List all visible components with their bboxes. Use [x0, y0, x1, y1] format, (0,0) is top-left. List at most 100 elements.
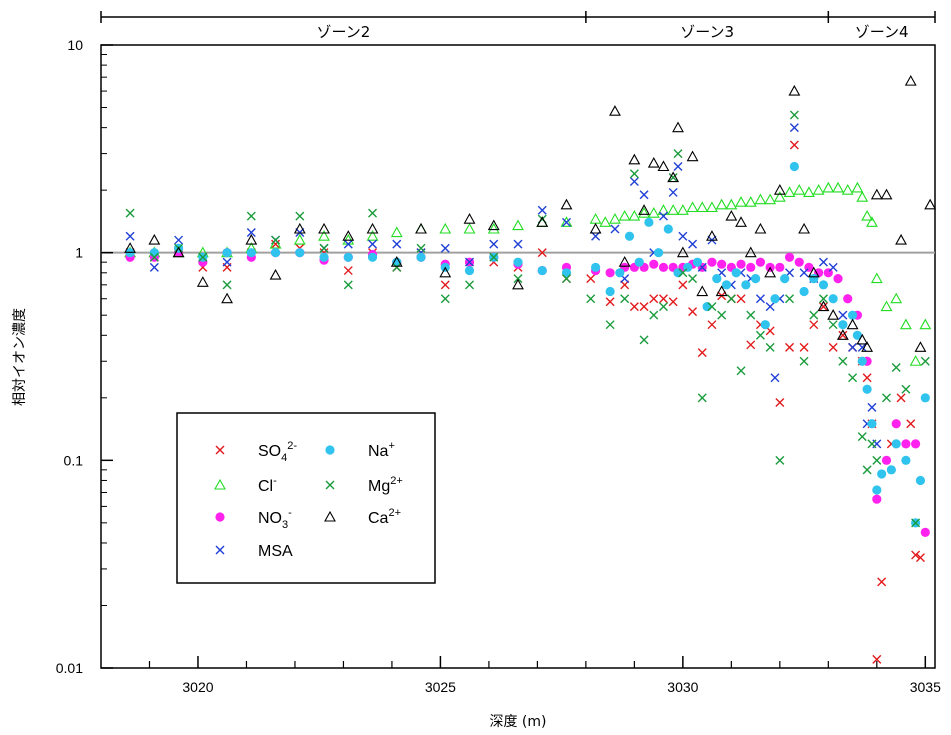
data-point: [783, 186, 796, 197]
data-point: [857, 432, 867, 442]
marker-stroke: [537, 205, 547, 215]
data-point: [882, 393, 892, 403]
marker-stroke: [862, 373, 872, 383]
data-point: [755, 294, 765, 304]
data-point: [439, 222, 452, 234]
data-point: [676, 204, 689, 215]
data-point: [318, 230, 330, 241]
data-point: [589, 222, 602, 234]
x-tick-label: 3020: [182, 679, 213, 695]
data-point: [789, 123, 799, 133]
data-point: [877, 469, 887, 479]
data-point: [877, 577, 887, 587]
marker-stroke: [818, 294, 828, 304]
data-point: [628, 153, 641, 165]
data-point: [911, 550, 921, 560]
data-point: [390, 256, 403, 267]
data-point: [658, 302, 668, 312]
marker-stroke: [215, 445, 225, 455]
marker-stroke: [765, 302, 775, 312]
data-point: [841, 184, 854, 195]
data-point: [639, 335, 649, 345]
marker-stroke: [736, 294, 746, 304]
data-point: [561, 217, 571, 227]
data-point: [366, 230, 379, 241]
y-axis-title: 相対イオン濃度: [12, 308, 28, 406]
marker-stroke: [789, 110, 799, 120]
data-point: [415, 222, 427, 234]
data-point: [586, 274, 596, 284]
legend-marker: [215, 445, 225, 455]
data-point: [589, 213, 602, 224]
data-point: [715, 198, 728, 210]
data-point: [536, 216, 549, 227]
legend-label: Ca2+: [368, 507, 401, 527]
marker-stroke: [799, 268, 809, 278]
marker-stroke: [915, 553, 925, 563]
data-point: [828, 342, 838, 352]
data-point: [880, 300, 893, 312]
legend-marker: [325, 445, 335, 455]
data-point: [440, 243, 450, 253]
data-point: [149, 248, 159, 258]
data-point: [775, 262, 785, 272]
data-point: [513, 239, 523, 249]
marker-stroke: [828, 262, 838, 272]
data-point: [673, 161, 683, 171]
data-point: [838, 320, 848, 330]
data-point: [707, 320, 717, 330]
marker-stroke: [911, 550, 921, 560]
data-point: [741, 280, 751, 290]
data-point: [746, 310, 756, 320]
data-point: [736, 259, 746, 269]
data-point: [343, 266, 353, 276]
marker-stroke: [125, 231, 135, 241]
data-point: [880, 188, 893, 200]
marker-stroke: [271, 235, 281, 245]
data-point: [828, 262, 838, 272]
marker-stroke: [707, 302, 717, 312]
data-point: [914, 341, 927, 352]
legend-marker: [215, 512, 225, 522]
marker-stroke: [489, 239, 499, 249]
data-point: [809, 274, 819, 284]
data-point: [809, 310, 819, 320]
marker-stroke: [828, 320, 838, 330]
data-point: [245, 233, 258, 245]
data-point: [586, 294, 596, 304]
data-point: [148, 233, 161, 245]
legend-label: Cl-: [258, 475, 277, 495]
data-point: [773, 191, 786, 202]
marker-stroke: [717, 310, 727, 320]
marker-stroke: [785, 294, 795, 304]
data-point: [605, 297, 615, 307]
data-point: [764, 193, 777, 205]
data-point: [775, 455, 785, 465]
data-point: [688, 274, 698, 284]
legend-label: Mg2+: [368, 475, 403, 495]
data-point: [667, 171, 680, 183]
data-point: [891, 439, 901, 449]
data-point: [789, 140, 799, 150]
data-point: [658, 262, 669, 272]
marker-stroke: [610, 224, 620, 234]
data-point: [706, 230, 718, 241]
data-point: [246, 228, 256, 238]
x-axis-title: 深度 (m): [489, 714, 546, 730]
data-point: [609, 105, 621, 116]
data-point: [851, 181, 864, 193]
data-point: [799, 286, 809, 297]
data-point: [489, 252, 499, 262]
marker-stroke: [440, 294, 450, 304]
data-point: [696, 201, 709, 213]
data-point: [125, 231, 135, 241]
data-point: [198, 252, 208, 262]
marker-stroke: [174, 235, 184, 245]
marker-stroke: [688, 274, 698, 284]
data-point: [649, 294, 659, 304]
data-point: [222, 248, 232, 258]
x-tick-label: 3030: [667, 679, 698, 695]
data-point: [755, 257, 766, 267]
data-point: [318, 222, 330, 234]
data-point: [654, 248, 664, 258]
